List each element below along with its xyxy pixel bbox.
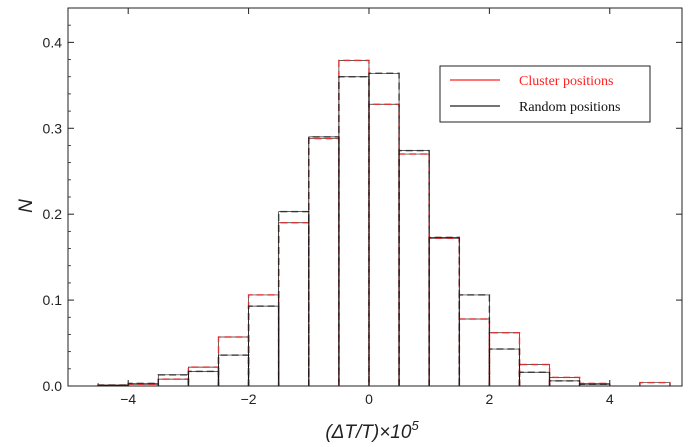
y-tick-label-2: 0.2 (43, 206, 63, 222)
bar-random-7 (308, 136, 340, 386)
y-tick-label-4: 0.4 (43, 34, 63, 50)
x-axis-title-base: (ΔT/T)×10 (325, 422, 412, 443)
x-tick-label-2: 0 (365, 391, 373, 407)
legend-label-cluster: Cluster positions (519, 74, 614, 89)
x-tick-label-1: −2 (241, 391, 257, 407)
bar-random-4 (217, 354, 250, 386)
x-tick-label-3: 2 (485, 391, 493, 407)
x-axis-title: (ΔT/T)×105 (325, 418, 419, 443)
bars-layer (97, 59, 671, 386)
axis-ticks: −4 −2 0 2 4 0.0 0.1 0.2 0.3 0.4 (43, 8, 682, 407)
x-tick-label-4: 4 (606, 391, 614, 407)
bar-cluster-14 (518, 363, 551, 386)
y-axis-title: N (16, 199, 37, 213)
bar-random-8 (338, 75, 370, 386)
bar-random-14 (518, 371, 551, 386)
y-tick-label-0: 0.0 (43, 378, 63, 394)
legend-label-random: Random positions (519, 100, 621, 115)
legend: Cluster positions Random positions (439, 65, 651, 123)
bar-outline-1-13 (489, 348, 520, 386)
bar-random-12 (458, 294, 491, 386)
legend-box (439, 65, 651, 123)
y-tick-label-3: 0.3 (43, 120, 63, 136)
y-tick-label-1: 0.1 (43, 292, 63, 308)
x-axis-title-exponent: 5 (411, 418, 419, 433)
x-tick-label-0: −4 (120, 391, 136, 407)
